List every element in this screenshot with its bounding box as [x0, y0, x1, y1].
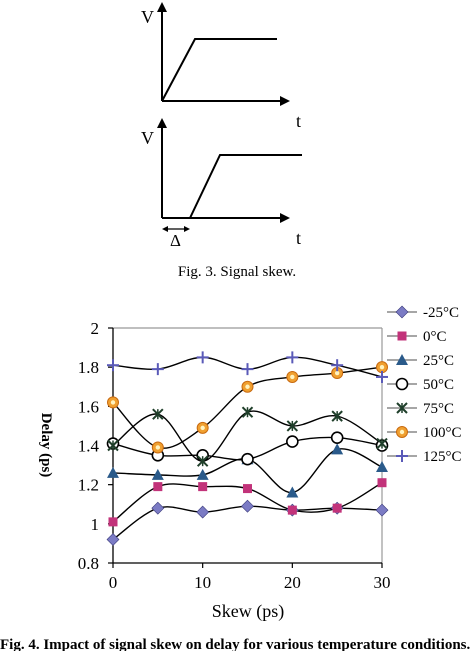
top-v-label: V: [141, 7, 154, 27]
data-point-s4-3: [241, 406, 254, 418]
y-tick-label: 2: [91, 319, 100, 338]
data-point-s2-6: [376, 461, 388, 473]
legend-marker: [397, 331, 407, 341]
data-point-s1-4: [287, 505, 297, 515]
data-point-s2-4: [286, 486, 299, 498]
data-point-s5-0: [107, 396, 119, 409]
data-point-s0-3: [241, 499, 254, 513]
delay-chart: 0.811.21.41.61.820 10 20 30 Skew (ps) Delay…: [38, 305, 462, 622]
data-point-s2-2: [196, 468, 209, 480]
data-point-s2-5: [331, 443, 344, 455]
data-point-s5-3: [241, 380, 254, 393]
data-point-s6-4: [286, 351, 299, 364]
legend-marker: [396, 402, 408, 414]
legend-marker: [395, 377, 409, 391]
legend-marker: [395, 305, 409, 319]
data-point-s3-5: [330, 431, 344, 444]
legend-marker: [396, 354, 408, 365]
data-point-s3-4: [286, 435, 299, 448]
data-point-s4-2: [196, 455, 209, 467]
data-point-s5-2: [196, 421, 209, 434]
top-t-label: t: [296, 111, 301, 131]
data-point-s1-6: [377, 478, 387, 488]
data-point-s1-5: [332, 503, 342, 513]
data-point-s2-1: [151, 468, 164, 480]
legend-label: 75°C: [423, 401, 454, 417]
data-point-s3-3: [241, 452, 254, 466]
x-tick-label: 20: [284, 573, 301, 592]
data-point-s4-5: [331, 410, 343, 422]
data-point-s4-6: [376, 437, 388, 450]
data-point-s0-1: [151, 501, 165, 515]
data-point-s5-1: [151, 441, 164, 454]
data-point-s1-3: [243, 484, 252, 494]
legend-label: 50°C: [423, 377, 454, 393]
y-tick-label: 1: [91, 515, 100, 534]
data-point-s1-1: [153, 482, 163, 492]
figure-4-caption: Fig. 4. Impact of signal skew on delay f…: [0, 637, 471, 651]
data-point-s6-2: [196, 351, 209, 364]
data-point-s6-6: [376, 370, 388, 383]
y-tick-label: 1.6: [78, 397, 99, 416]
x-tick-label: 10: [194, 573, 211, 592]
data-point-s5-5: [331, 367, 344, 380]
data-point-s6-5: [331, 359, 344, 372]
data-point-s5-4: [286, 370, 299, 383]
x-tick-label: 0: [109, 573, 118, 592]
data-point-s4-4: [286, 420, 299, 432]
data-point-s2-0: [107, 466, 119, 478]
legend-marker: [396, 426, 408, 438]
legend-label: 0°C: [423, 329, 447, 345]
data-point-s6-0: [107, 359, 119, 372]
legend-label: 125°C: [423, 449, 462, 465]
waveform-bottom: V t Δ: [141, 118, 302, 250]
x-tick-label: 30: [374, 573, 391, 592]
legend-label: -25°C: [423, 305, 459, 321]
data-point-s1-0: [108, 517, 118, 527]
data-point-s6-3: [241, 363, 254, 376]
data-point-s4-0: [107, 439, 119, 452]
y-tick-label: 0.8: [78, 554, 99, 573]
y-tick-label: 1.8: [78, 358, 99, 377]
bottom-v-label: V: [141, 128, 154, 148]
data-point-s0-2: [196, 505, 210, 519]
x-axis-title: Skew (ps): [212, 601, 285, 622]
legend-label: 100°C: [423, 425, 462, 441]
delta-label: Δ: [170, 231, 181, 250]
data-point-s1-2: [198, 482, 208, 492]
data-point-s0-0: [106, 533, 120, 546]
y-tick-label: 1.4: [78, 437, 100, 456]
data-point-s4-1: [152, 408, 164, 420]
data-point-s0-6: [375, 503, 389, 517]
data-point-s6-1: [151, 363, 164, 376]
chart-legend: -25°C 0°C 25°C 50°C 75°C 100°C 125°C: [387, 305, 462, 465]
legend-label: 25°C: [423, 353, 454, 369]
legend-marker: [396, 450, 408, 462]
y-tick-label: 1.2: [78, 476, 99, 495]
waveform-top: V t: [141, 2, 301, 131]
bottom-t-label: t: [296, 228, 301, 248]
y-axis-title: Delay (ps): [38, 413, 54, 478]
figure-3-caption: Fig. 3. Signal skew.: [178, 264, 296, 280]
